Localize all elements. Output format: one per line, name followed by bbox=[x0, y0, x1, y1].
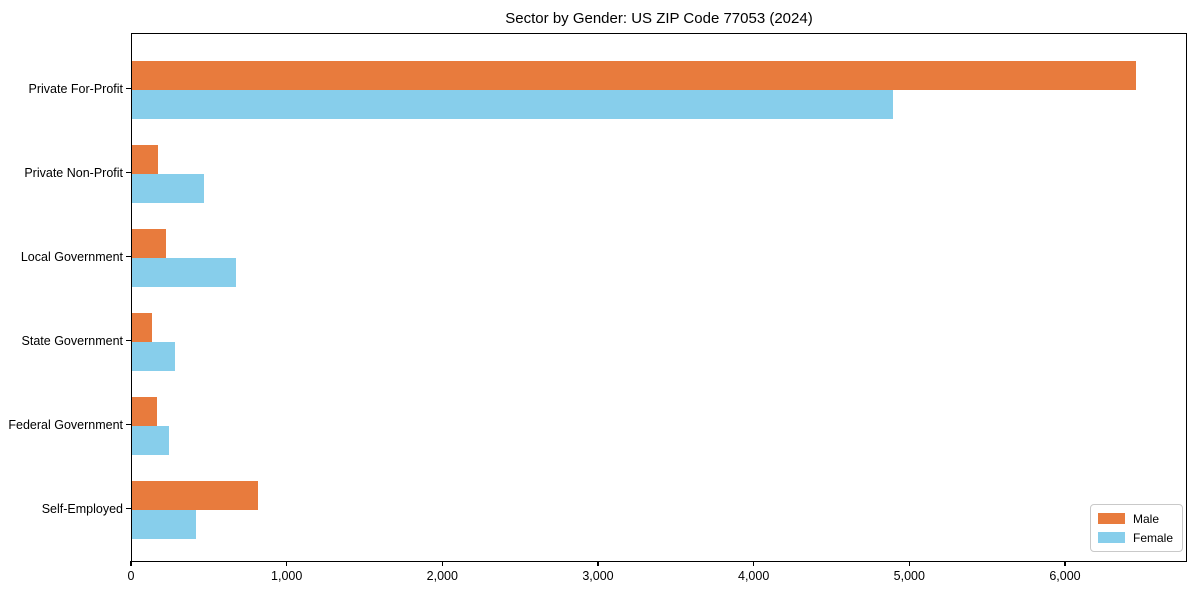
y-tick-mark bbox=[126, 340, 131, 342]
x-tick-mark bbox=[441, 561, 443, 566]
x-tick-mark bbox=[908, 561, 910, 566]
bar-female-local-government bbox=[132, 257, 236, 287]
bar-female-federal-government bbox=[132, 425, 170, 455]
legend-swatch-male bbox=[1098, 513, 1125, 524]
y-axis-label-private-for-profit: Private For-Profit bbox=[28, 81, 123, 96]
x-tick-mark bbox=[286, 561, 288, 566]
y-axis-label-federal-government: Federal Government bbox=[8, 417, 123, 432]
x-tick-mark bbox=[752, 561, 755, 566]
bar-male-private-non-profit bbox=[132, 144, 158, 174]
bar-male-self-employed bbox=[132, 480, 259, 510]
x-tick-label-4-000: 4,000 bbox=[738, 569, 770, 583]
bar-male-federal-government bbox=[132, 396, 157, 426]
y-tick-mark bbox=[126, 424, 131, 426]
bar-male-private-for-profit bbox=[132, 60, 1136, 90]
plot-area bbox=[131, 33, 1187, 562]
bar-female-private-for-profit bbox=[132, 89, 894, 119]
bar-female-state-government bbox=[132, 341, 175, 371]
legend-swatch-female bbox=[1098, 532, 1125, 543]
y-axis-label-state-government: State Government bbox=[21, 333, 123, 348]
x-tick-label-6-000: 6,000 bbox=[1049, 569, 1081, 583]
x-tick-label-0: 0 bbox=[127, 569, 135, 583]
bar-male-state-government bbox=[132, 312, 152, 342]
bar-female-self-employed bbox=[132, 509, 196, 539]
legend-item-male: Male bbox=[1098, 512, 1175, 526]
x-tick-mark bbox=[130, 561, 132, 566]
bar-female-private-non-profit bbox=[132, 173, 205, 203]
x-tick-mark bbox=[597, 561, 599, 566]
y-axis-label-private-non-profit: Private Non-Profit bbox=[24, 165, 123, 180]
y-tick-mark bbox=[126, 172, 131, 174]
x-tick-label-3-000: 3,000 bbox=[582, 569, 614, 583]
legend-label-male: Male bbox=[1133, 511, 1160, 526]
legend-label-female: Female bbox=[1133, 530, 1174, 545]
y-axis-label-local-government: Local Government bbox=[20, 249, 123, 264]
legend-item-female: Female bbox=[1098, 531, 1175, 545]
chart-title: Sector by Gender: US ZIP Code 77053 (202… bbox=[505, 10, 813, 27]
x-tick-label-2-000: 2,000 bbox=[426, 569, 458, 583]
x-tick-mark bbox=[1064, 561, 1066, 566]
y-tick-mark bbox=[126, 88, 131, 90]
y-tick-mark bbox=[126, 508, 131, 510]
bar-male-local-government bbox=[132, 228, 166, 258]
y-axis-label-self-employed: Self-Employed bbox=[41, 501, 123, 516]
legend: Male Female bbox=[1090, 504, 1183, 552]
y-tick-mark bbox=[126, 256, 131, 258]
x-tick-label-5-000: 5,000 bbox=[893, 569, 925, 583]
x-tick-label-1-000: 1,000 bbox=[271, 569, 303, 583]
